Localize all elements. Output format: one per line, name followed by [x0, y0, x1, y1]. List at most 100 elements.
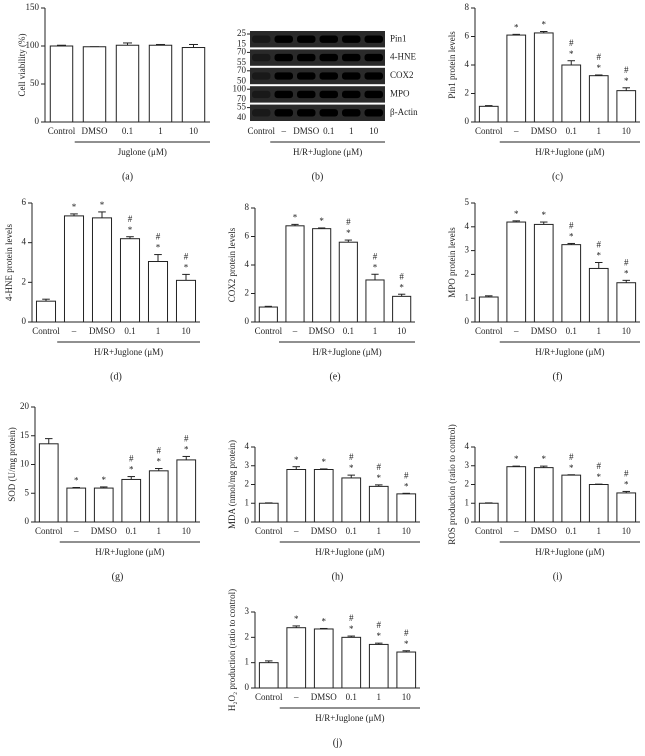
group-label: H/R+Juglone (μM) — [95, 547, 164, 557]
bar — [506, 466, 527, 523]
panel-caption: (b) — [312, 171, 324, 182]
blot-band — [364, 72, 383, 80]
blot-band — [342, 90, 361, 99]
kda-marker: 100 — [233, 83, 247, 93]
y-tick-label: 0 — [25, 516, 30, 526]
y-tick-label: 8 — [465, 2, 470, 12]
bar — [506, 34, 527, 123]
x-tick-label: Control — [32, 326, 60, 336]
significance-star: * — [102, 475, 107, 485]
bar — [115, 44, 140, 123]
bar — [38, 443, 59, 523]
x-tick-label: 1 — [597, 326, 602, 336]
x-tick-label: DMSO — [309, 326, 336, 336]
significance-hash: # — [156, 232, 161, 242]
x-tick-label: 10 — [189, 126, 199, 136]
significance-hash: # — [569, 38, 574, 48]
bar — [478, 502, 499, 523]
x-tick-label: Control — [35, 526, 63, 536]
y-tick-label: 4 — [465, 59, 470, 69]
band-label-box — [387, 105, 423, 120]
x-tick-label: 10 — [402, 692, 412, 702]
significance-star: * — [349, 463, 354, 473]
y-tick-label: 0 — [245, 682, 250, 692]
blot-band — [274, 35, 293, 43]
bar — [312, 228, 332, 323]
bar — [561, 64, 582, 123]
y-axis-label: 4-HNE protein levels — [4, 224, 14, 301]
panel-caption: (h) — [332, 571, 344, 582]
x-tick-label: – — [513, 326, 519, 336]
panel-caption: (c) — [552, 171, 563, 182]
bar — [258, 662, 279, 689]
y-tick-label: 2 — [245, 479, 250, 489]
band-label-box — [387, 87, 423, 102]
y-tick-label: 6 — [465, 31, 470, 41]
band-label: COX2 — [390, 70, 414, 80]
significance-hash: # — [399, 271, 404, 281]
blot-band — [319, 109, 338, 117]
significance-hash: # — [597, 52, 602, 62]
group-label: H/R+Juglone (μM) — [535, 147, 604, 157]
x-tick-label: DMSO — [311, 692, 338, 702]
panel-caption: (j) — [333, 737, 342, 748]
significance-star: * — [404, 639, 409, 649]
significance-hash: # — [157, 446, 162, 456]
significance-star: * — [377, 473, 382, 483]
significance-star: * — [597, 251, 602, 261]
y-tick-label: 2 — [245, 631, 250, 641]
bar — [66, 487, 87, 523]
blot-strip — [250, 31, 385, 48]
y-axis-label: MDA (nmol/mg protein) — [227, 440, 237, 529]
group-label: H/R+Juglone (μM) — [315, 713, 384, 723]
kda-marker: 25 — [237, 28, 247, 38]
bar — [147, 261, 169, 323]
y-tick-label: 0 — [22, 316, 27, 326]
x-tick-label: 10 — [622, 126, 632, 136]
bar — [121, 478, 142, 523]
y-tick-label: 0 — [35, 116, 40, 126]
group-label: H/R+Juglone (μM) — [315, 547, 384, 557]
x-tick-label: 1 — [157, 526, 162, 536]
significance-star: * — [569, 232, 574, 242]
blot-band — [342, 35, 361, 43]
band-label: 4-HNE — [390, 52, 416, 62]
significance-hash: # — [377, 620, 382, 630]
x-tick-label: 0.1 — [323, 126, 334, 136]
significance-hash: # — [184, 434, 189, 444]
blot-strip — [250, 86, 385, 103]
y-axis-label: Pin1 protein levels — [447, 31, 457, 99]
significance-star: * — [184, 262, 189, 272]
significance-star: * — [569, 49, 574, 59]
y-tick-label: 2 — [22, 276, 27, 286]
bar — [478, 105, 499, 123]
significance-star: * — [349, 624, 354, 634]
significance-hash: # — [184, 251, 189, 261]
y-tick-label: 1 — [465, 497, 470, 507]
y-tick-label: 6 — [22, 197, 27, 207]
bar — [506, 221, 527, 323]
group-label: H/R+Juglone (μM) — [535, 347, 604, 357]
significance-hash: # — [373, 251, 378, 261]
band-label-box — [387, 50, 423, 65]
blot-band — [252, 109, 271, 117]
significance-hash: # — [624, 469, 629, 479]
significance-star: * — [569, 463, 574, 473]
bar — [35, 300, 57, 323]
bar — [533, 32, 554, 123]
significance-star: * — [346, 228, 351, 238]
y-tick-label: 2 — [465, 268, 470, 278]
x-tick-label: – — [71, 326, 77, 336]
band-label: β-Actin — [390, 107, 418, 117]
y-axis-label: SOD (U/mg protein) — [7, 427, 17, 502]
significance-star: * — [100, 200, 105, 210]
significance-star: * — [514, 454, 519, 464]
significance-star: * — [157, 457, 162, 467]
x-tick-label: DMSO — [531, 526, 558, 536]
y-tick-label: 4 — [22, 237, 27, 247]
y-tick-label: 2 — [465, 479, 470, 489]
y-axis-label: MPO protein levels — [447, 227, 457, 298]
significance-star: * — [129, 465, 134, 475]
x-tick-label: 10 — [397, 326, 407, 336]
bar — [616, 90, 637, 123]
